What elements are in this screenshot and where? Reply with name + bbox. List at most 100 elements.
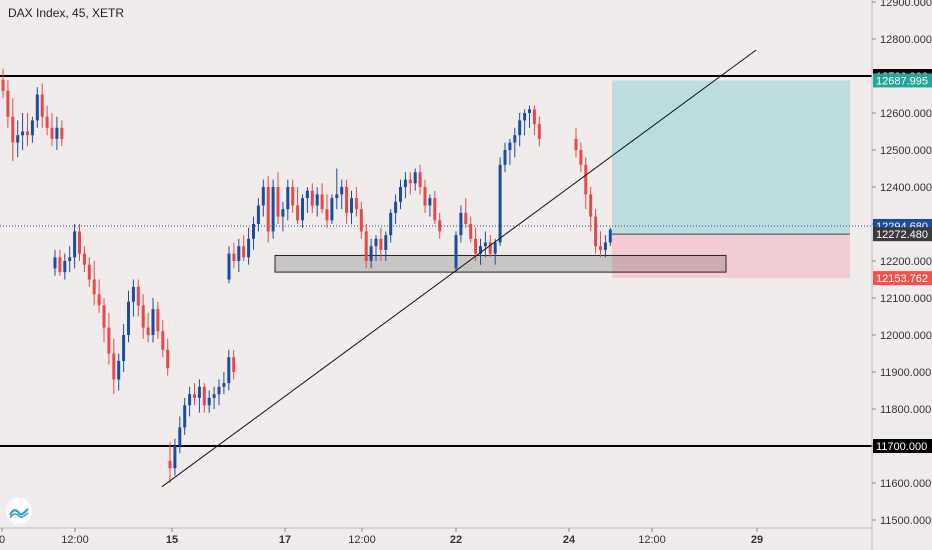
candle-body[interactable] xyxy=(217,386,221,395)
candle-body[interactable] xyxy=(408,179,412,184)
candle-body[interactable] xyxy=(183,405,187,428)
candle-body[interactable] xyxy=(87,264,91,280)
candle-body[interactable] xyxy=(6,90,10,117)
candle-body[interactable] xyxy=(354,198,358,210)
candle-body[interactable] xyxy=(222,383,226,387)
candle-body[interactable] xyxy=(193,394,196,398)
candle-body[interactable] xyxy=(276,187,280,217)
candle-body[interactable] xyxy=(345,187,349,213)
candle-body[interactable] xyxy=(50,127,54,139)
candle-body[interactable] xyxy=(305,190,309,199)
candle-body[interactable] xyxy=(107,327,111,354)
candle-body[interactable] xyxy=(127,301,130,335)
tradingview-logo-icon[interactable] xyxy=(5,497,33,525)
candle-body[interactable] xyxy=(35,94,39,121)
candle-body[interactable] xyxy=(146,327,150,335)
candle-body[interactable] xyxy=(394,201,398,213)
candle-body[interactable] xyxy=(608,229,612,243)
candle-body[interactable] xyxy=(599,246,602,250)
candle-body[interactable] xyxy=(82,253,86,265)
candle-body[interactable] xyxy=(584,164,588,195)
candle-body[interactable] xyxy=(315,194,319,206)
candle-body[interactable] xyxy=(340,187,344,195)
candle-body[interactable] xyxy=(310,190,314,206)
candle-body[interactable] xyxy=(350,198,353,213)
candle-body[interactable] xyxy=(483,242,487,247)
candle-body[interactable] xyxy=(117,360,121,380)
candle-body[interactable] xyxy=(364,231,368,261)
candle-body[interactable] xyxy=(207,397,211,406)
candle-body[interactable] xyxy=(433,198,437,221)
candle-body[interactable] xyxy=(151,309,155,335)
candle-body[interactable] xyxy=(136,286,140,306)
candle-body[interactable] xyxy=(479,246,482,254)
candle-body[interactable] xyxy=(454,235,458,269)
candle-body[interactable] xyxy=(11,116,15,143)
candle-body[interactable] xyxy=(112,353,116,380)
candle-body[interactable] xyxy=(166,349,170,369)
candle-body[interactable] xyxy=(379,238,383,250)
candle-body[interactable] xyxy=(266,187,270,232)
candle-body[interactable] xyxy=(579,150,583,165)
candle-body[interactable] xyxy=(141,305,145,328)
candle-body[interactable] xyxy=(242,246,246,258)
candle-body[interactable] xyxy=(16,135,20,143)
candle-body[interactable] xyxy=(286,187,290,210)
candle-body[interactable] xyxy=(528,109,531,113)
candle-body[interactable] xyxy=(55,127,59,139)
candle-body[interactable] xyxy=(413,172,417,184)
candle-body[interactable] xyxy=(78,231,81,254)
candle-body[interactable] xyxy=(232,253,236,261)
candle-body[interactable] xyxy=(320,194,324,210)
support-zone-box[interactable] xyxy=(274,254,727,273)
candle-body[interactable] xyxy=(493,242,497,254)
candle-body[interactable] xyxy=(202,386,206,406)
candle-body[interactable] xyxy=(40,94,44,117)
candle-body[interactable] xyxy=(271,187,275,232)
candle-body[interactable] xyxy=(518,120,522,136)
candle-body[interactable] xyxy=(399,187,402,202)
candle-body[interactable] xyxy=(459,212,463,236)
candle-body[interactable] xyxy=(374,238,378,247)
candle-body[interactable] xyxy=(256,205,260,225)
candle-body[interactable] xyxy=(53,257,57,269)
candle-body[interactable] xyxy=(212,394,216,398)
candle-body[interactable] xyxy=(296,205,300,221)
candle-body[interactable] xyxy=(359,209,363,232)
candle-body[interactable] xyxy=(237,246,241,261)
candle-body[interactable] xyxy=(63,261,67,273)
candle-body[interactable] xyxy=(102,305,106,328)
candle-body[interactable] xyxy=(503,150,507,165)
candle-body[interactable] xyxy=(488,242,492,254)
trendline[interactable] xyxy=(161,49,757,488)
candle-body[interactable] xyxy=(122,335,126,361)
candle-body[interactable] xyxy=(474,238,478,254)
candle-body[interactable] xyxy=(369,246,373,261)
candle-body[interactable] xyxy=(384,235,388,250)
candle-body[interactable] xyxy=(498,164,502,243)
candle-body[interactable] xyxy=(423,187,427,206)
candle-body[interactable] xyxy=(301,198,304,221)
candle-body[interactable] xyxy=(188,394,192,406)
candle-body[interactable] xyxy=(281,209,285,217)
candle-body[interactable] xyxy=(261,187,265,206)
candle-body[interactable] xyxy=(330,198,334,221)
candle-body[interactable] xyxy=(603,242,607,250)
candle-body[interactable] xyxy=(232,357,236,372)
candle-body[interactable] xyxy=(438,220,442,232)
candle-body[interactable] xyxy=(92,279,96,295)
candle-body[interactable] xyxy=(428,198,432,206)
candle-body[interactable] xyxy=(594,216,598,247)
candle-body[interactable] xyxy=(131,286,135,302)
candle-body[interactable] xyxy=(418,172,422,187)
position-loss-area[interactable] xyxy=(612,234,850,279)
candle-body[interactable] xyxy=(513,135,517,143)
candle-body[interactable] xyxy=(197,386,201,398)
candle-body[interactable] xyxy=(335,194,339,199)
candle-body[interactable] xyxy=(168,460,172,469)
candle-body[interactable] xyxy=(1,79,5,91)
candle-body[interactable] xyxy=(156,309,160,332)
candle-body[interactable] xyxy=(403,179,407,187)
